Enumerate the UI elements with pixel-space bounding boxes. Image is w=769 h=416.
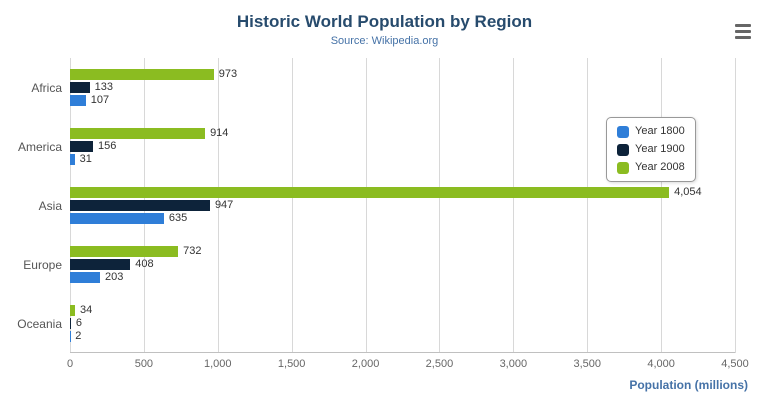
bar-line: 914: [70, 128, 735, 139]
bar-line: 635: [70, 213, 735, 224]
legend-label: Year 1800: [635, 125, 685, 137]
plot-area: 973 133 107 914 156 31 4,054 947 635 732 408 203 34 6…: [70, 58, 736, 353]
bar-line: 732: [70, 246, 735, 257]
bar-group: 973 133 107: [70, 58, 735, 117]
x-tick-label: 4,500: [721, 358, 749, 370]
x-axis-title: Population (millions): [629, 378, 748, 392]
bar[interactable]: [70, 272, 100, 283]
bar[interactable]: [70, 128, 206, 139]
y-axis-labels: Africa America Asia Europe Oceania: [0, 58, 62, 353]
bar-value-label: 947: [214, 199, 234, 211]
bar-value-label: 6: [75, 317, 82, 329]
chart-subtitle: Source: Wikipedia.org: [330, 35, 439, 47]
hamburger-line: [735, 30, 751, 33]
bar-value-label: 973: [218, 68, 238, 80]
bar-value-label: 914: [210, 127, 229, 139]
bar-value-label: 34: [80, 304, 93, 316]
gridline: [587, 58, 589, 353]
bar-line: 4,054: [70, 187, 735, 198]
x-tick-label: 4,000: [647, 358, 675, 370]
bar-line: 133: [70, 82, 735, 93]
bar-line: 156: [70, 141, 735, 152]
bar[interactable]: [70, 141, 94, 152]
bar-value-label: 2: [75, 330, 82, 342]
bar-line: 947: [70, 200, 735, 211]
legend-label: Year 1900: [635, 143, 685, 155]
bar-value-label: 408: [135, 258, 154, 270]
bar-line: 6: [70, 318, 735, 329]
export-menu-hamburger-icon[interactable]: [735, 24, 751, 39]
hamburger-line: [735, 24, 751, 27]
bar-line: 31: [70, 154, 735, 165]
bar-value-label: 31: [79, 153, 92, 165]
legend-swatch: [617, 161, 629, 174]
bar-value-label: 107: [90, 94, 110, 106]
bar-line: 408: [70, 259, 735, 270]
bar[interactable]: [70, 154, 75, 165]
bar-line: 107: [70, 95, 735, 106]
bar-value-label: 203: [104, 271, 124, 283]
bar-value-label: 732: [183, 245, 202, 257]
bar[interactable]: [70, 213, 164, 224]
legend-item-year-2008[interactable]: Year 2008: [617, 161, 685, 174]
gridline: [513, 58, 515, 353]
bar-value-label: 4,054: [674, 186, 702, 198]
legend-swatch: [617, 125, 629, 138]
category-label: America: [17, 139, 62, 154]
bar[interactable]: [70, 318, 71, 329]
bar-line: 34: [70, 305, 735, 316]
bar[interactable]: [70, 200, 210, 211]
legend-label: Year 2008: [635, 161, 685, 173]
gridline: [439, 58, 441, 353]
x-tick-label: 0: [66, 358, 74, 370]
x-tick-label: 1,000: [204, 358, 232, 370]
gridline: [217, 58, 219, 353]
hamburger-line: [735, 36, 751, 39]
bar[interactable]: [70, 305, 76, 316]
bar-group: 732 408 203: [70, 235, 735, 294]
bar[interactable]: [70, 187, 670, 198]
legend: Year 1800 Year 1900 Year 2008: [606, 117, 696, 182]
chart-title: Historic World Population by Region: [236, 12, 533, 31]
bar-group: 34 6 2: [70, 294, 735, 353]
bar-line: 203: [70, 272, 735, 283]
bar[interactable]: [70, 95, 86, 106]
legend-item-year-1900[interactable]: Year 1900: [617, 143, 685, 156]
gridline: [291, 58, 293, 353]
bar-value-label: 635: [168, 212, 188, 224]
x-tick-label: 3,000: [499, 358, 528, 370]
gridline: [735, 58, 736, 353]
bar-group: 914 156 31: [70, 117, 735, 176]
bar[interactable]: [70, 69, 214, 80]
legend-swatch: [617, 143, 629, 156]
bar[interactable]: [70, 82, 90, 93]
gridline: [365, 58, 367, 353]
category-label: Oceania: [17, 316, 62, 331]
x-tick-label: 500: [134, 358, 154, 370]
x-tick-label: 3,500: [573, 358, 601, 370]
bar-group: 4,054 947 635: [70, 176, 735, 235]
gridline: [661, 58, 663, 353]
legend-item-year-1800[interactable]: Year 1800: [617, 125, 685, 138]
x-axis-labels: 0 500 1,000 1,500 2,000 2,500 3,000 3,500 4,000 4…: [66, 358, 749, 372]
bar[interactable]: [70, 259, 131, 270]
bar-line: 2: [70, 331, 735, 342]
bar-line: 973: [70, 69, 735, 80]
category-label: Europe: [23, 257, 62, 272]
category-label: Africa: [31, 80, 62, 95]
bar[interactable]: [70, 246, 179, 257]
x-tick-label: 2,000: [351, 358, 380, 370]
bar-rows: 973 133 107 914 156 31 4,054 947 635 732 408 203 34 6…: [70, 58, 735, 353]
x-axis-line: [70, 352, 735, 353]
category-label: Asia: [38, 198, 62, 213]
x-tick-label: 1,500: [277, 358, 306, 370]
bar-value-label: 133: [94, 81, 113, 93]
x-tick-label: 2,500: [425, 358, 454, 370]
bar-value-label: 156: [98, 140, 117, 152]
